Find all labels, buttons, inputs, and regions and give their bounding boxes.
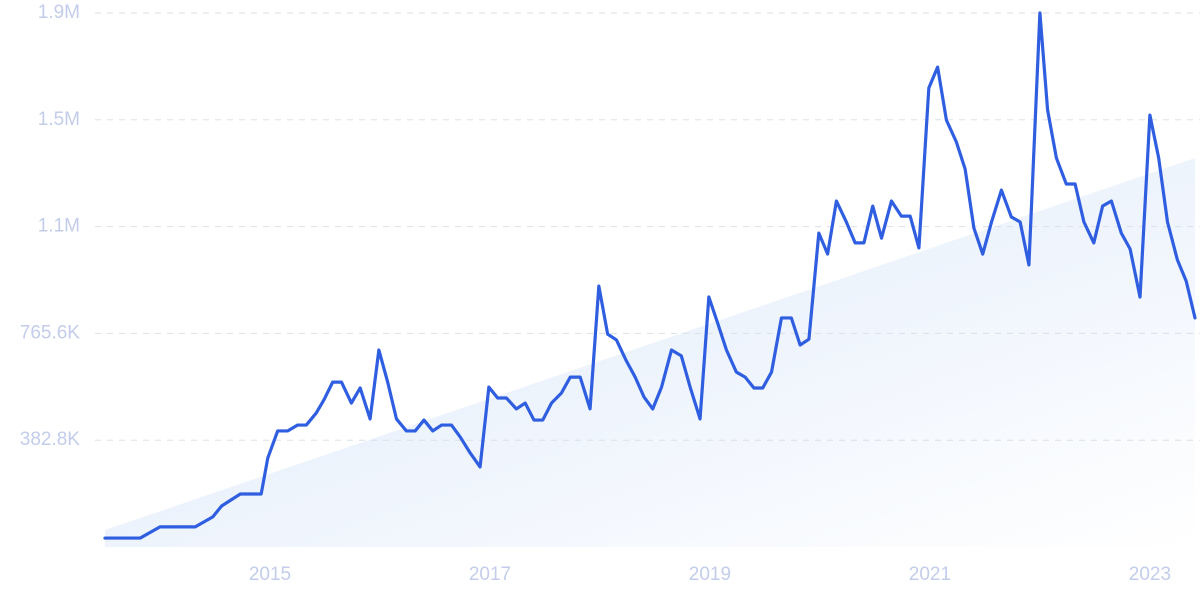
y-tick-label: 1.1M	[38, 216, 80, 237]
plot	[103, 11, 1197, 540]
y-tick-label: 1.9M	[38, 2, 80, 23]
y-tick-label: 382.8K	[20, 429, 81, 450]
x-tick-label: 2021	[909, 564, 951, 585]
x-tick-label: 2023	[1129, 564, 1171, 585]
x-tick-label: 2019	[689, 564, 731, 585]
trend-area	[105, 158, 1195, 547]
y-tick-label: 1.5M	[38, 109, 80, 130]
x-tick-label: 2017	[469, 564, 511, 585]
y-tick-label: 765.6K	[20, 322, 81, 343]
grid: 382.8K 765.6K 1.1M 1.5M 1.9M 2015 2017 2019 2021…	[20, 2, 1200, 585]
trend-line	[103, 11, 1197, 540]
x-tick-label: 2015	[249, 564, 291, 585]
